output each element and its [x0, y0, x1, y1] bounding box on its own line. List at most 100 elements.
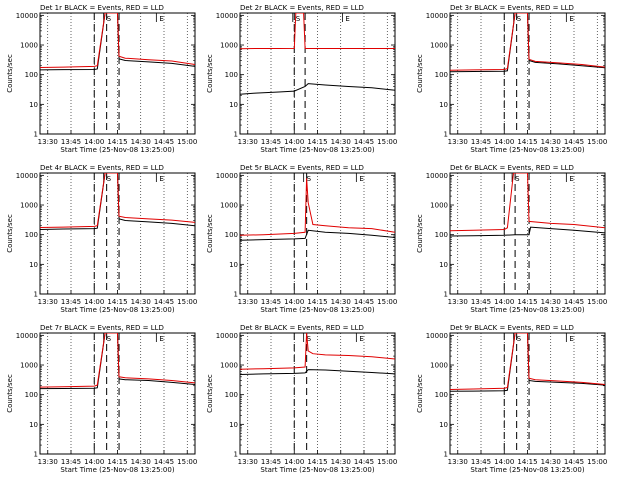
- y-axis-label: Counts/sec: [206, 54, 214, 93]
- y-tick-label: 10000: [216, 12, 238, 20]
- y-tick-label: 10000: [16, 12, 38, 20]
- y-axis-label: Counts/sec: [206, 214, 214, 253]
- y-tick-label: 100: [225, 231, 238, 239]
- panel-8: 1 10 100 1000 10000 13:30 13:45 14:00 14:15 14:30…: [206, 324, 397, 474]
- panel-4: 1 10 100 1000 10000 13:30 13:45 14:00 14:15 14:30…: [6, 164, 197, 314]
- x-tick-label: 14:30: [541, 298, 561, 306]
- x-tick-label: 14:30: [331, 138, 351, 146]
- x-tick-label: 15:00: [177, 138, 197, 146]
- marker-label-e: E: [569, 335, 573, 343]
- marker-label-s: S: [515, 175, 520, 183]
- x-axis-label: Start Time (25-Nov-08 13:25:00): [60, 466, 174, 474]
- x-tick-label: 14:30: [131, 138, 151, 146]
- series-events-line: [40, 333, 195, 390]
- x-tick-label: 13:45: [261, 298, 281, 306]
- y-tick-label: 100: [435, 391, 448, 399]
- x-tick-label: 14:00: [84, 138, 104, 146]
- panel-7: 1 10 100 1000 10000 13:30 13:45 14:00 14:15 14:30…: [6, 324, 197, 474]
- series-lld-line: [40, 333, 195, 388]
- panel-title: Det 9r BLACK = Events, RED = LLD: [450, 324, 574, 332]
- panel-title: Det 2r BLACK = Events, RED = LLD: [240, 4, 364, 12]
- y-tick-label: 100: [225, 391, 238, 399]
- panel-title: Det 4r BLACK = Events, RED = LLD: [40, 164, 164, 172]
- x-tick-label: 15:00: [587, 138, 607, 146]
- marker-label-e: E: [359, 335, 363, 343]
- x-tick-label: 14:00: [494, 138, 514, 146]
- y-tick-label: 1000: [220, 202, 238, 210]
- x-tick-label: 15:00: [377, 458, 397, 466]
- panel-6: 1 10 100 1000 10000 13:30 13:45 14:00 14:15 14:30…: [416, 164, 607, 314]
- series-lld-line: [40, 13, 195, 68]
- x-tick-label: 14:45: [354, 298, 374, 306]
- x-tick-label: 14:00: [284, 298, 304, 306]
- x-tick-label: 14:00: [494, 458, 514, 466]
- x-tick-label: 13:30: [448, 298, 468, 306]
- panel-title: Det 8r BLACK = Events, RED = LLD: [240, 324, 364, 332]
- y-tick-label: 10000: [216, 332, 238, 340]
- series-events-line: [240, 229, 395, 241]
- panel-2: 1 10 100 1000 10000 13:30 13:45 14:00 14:15 14:30…: [206, 4, 397, 154]
- y-tick-label: 10000: [426, 12, 448, 20]
- marker-label-s: S: [107, 335, 112, 343]
- x-tick-label: 13:30: [448, 458, 468, 466]
- y-tick-label: 10: [229, 101, 238, 109]
- series-events-line: [40, 13, 195, 71]
- x-tick-label: 14:30: [331, 298, 351, 306]
- series-events-line: [240, 83, 395, 95]
- y-tick-label: 1000: [20, 362, 38, 370]
- y-tick-label: 1000: [430, 362, 448, 370]
- series-lld-line: [240, 178, 395, 236]
- x-tick-label: 15:00: [587, 298, 607, 306]
- marker-label-s: S: [307, 335, 312, 343]
- series-events-line: [450, 333, 605, 392]
- panel-1: 1 10 100 1000 10000 13:30 13:45 14:00 14:15 14:30…: [6, 4, 197, 154]
- x-tick-label: 14:45: [154, 138, 174, 146]
- y-tick-label: 100: [435, 71, 448, 79]
- series-events-line: [450, 226, 605, 237]
- panel-title: Det 6r BLACK = Events, RED = LLD: [450, 164, 574, 172]
- x-tick-label: 15:00: [177, 458, 197, 466]
- series-events-line: [240, 369, 395, 375]
- x-tick-label: 14:15: [107, 138, 127, 146]
- x-tick-label: 14:00: [284, 458, 304, 466]
- y-tick-label: 10: [439, 101, 448, 109]
- x-tick-label: 14:45: [354, 138, 374, 146]
- marker-label-s: S: [107, 175, 112, 183]
- series-events-line: [450, 13, 605, 73]
- y-tick-label: 100: [435, 231, 448, 239]
- x-tick-label: 14:00: [84, 458, 104, 466]
- y-tick-label: 10: [29, 421, 38, 429]
- series-lld-line: [450, 173, 605, 232]
- x-tick-label: 13:30: [38, 298, 58, 306]
- x-tick-label: 14:45: [564, 458, 584, 466]
- x-axis-label: Start Time (25-Nov-08 13:25:00): [470, 146, 584, 154]
- x-tick-label: 13:45: [471, 458, 491, 466]
- y-tick-label: 10000: [426, 332, 448, 340]
- x-tick-label: 15:00: [177, 298, 197, 306]
- x-tick-label: 14:00: [84, 298, 104, 306]
- series-lld-line: [450, 13, 605, 71]
- x-axis-label: Start Time (25-Nov-08 13:25:00): [60, 146, 174, 154]
- y-tick-label: 100: [25, 231, 38, 239]
- panel-title: Det 3r BLACK = Events, RED = LLD: [450, 4, 574, 12]
- x-tick-label: 14:45: [354, 458, 374, 466]
- panel-title: Det 5r BLACK = Events, RED = LLD: [240, 164, 364, 172]
- series-lld-line: [40, 173, 195, 228]
- y-axis-label: Counts/sec: [416, 54, 424, 93]
- series-events-line: [40, 173, 195, 230]
- x-tick-label: 15:00: [587, 458, 607, 466]
- x-tick-label: 14:30: [541, 138, 561, 146]
- y-axis-label: Counts/sec: [416, 374, 424, 413]
- x-tick-label: 14:00: [284, 138, 304, 146]
- y-tick-label: 10000: [426, 172, 448, 180]
- panel-title: Det 1r BLACK = Events, RED = LLD: [40, 4, 164, 12]
- y-tick-label: 10: [439, 261, 448, 269]
- x-tick-label: 13:45: [261, 458, 281, 466]
- y-tick-label: 1: [34, 451, 38, 459]
- y-tick-label: 10000: [16, 172, 38, 180]
- y-tick-label: 1000: [20, 42, 38, 50]
- x-tick-label: 13:30: [38, 458, 58, 466]
- y-tick-label: 1000: [220, 362, 238, 370]
- marker-label-s: S: [517, 15, 522, 23]
